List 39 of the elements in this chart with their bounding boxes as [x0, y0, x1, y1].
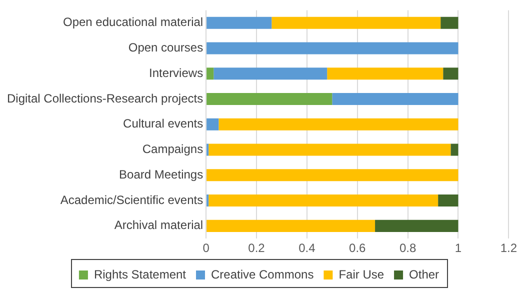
- bar: [206, 169, 458, 182]
- legend-label: Rights Statement: [94, 267, 187, 282]
- bar: [450, 144, 458, 156]
- y-tick-label: Digital Collections-Research projects: [7, 91, 204, 106]
- y-tick-label: Open educational material: [62, 15, 204, 30]
- y-tick-label: Academic/Scientific events: [60, 192, 204, 207]
- legend-label: Other: [409, 267, 440, 282]
- bar: [208, 194, 438, 207]
- bar: [440, 16, 458, 29]
- y-tick-label: Open courses: [128, 40, 204, 55]
- y-tick-label: Campaigns: [142, 142, 204, 156]
- bar: [218, 118, 458, 130]
- y-tick-label: Archival material: [114, 218, 204, 232]
- bar: [327, 68, 444, 80]
- bar: [206, 68, 214, 80]
- bar: [206, 16, 272, 29]
- x-tick-label: 0.2: [248, 241, 266, 256]
- bar: [214, 68, 328, 80]
- bar: [438, 194, 458, 207]
- x-tick-label: 0: [202, 241, 210, 256]
- y-tick-label: Cultural events: [123, 116, 204, 131]
- bar: [332, 92, 458, 106]
- x-tick-label: 0.6: [349, 241, 366, 256]
- bar: [375, 220, 458, 232]
- y-tick-label: Interviews: [149, 66, 204, 80]
- bar: [206, 42, 458, 54]
- x-tick-label: 0.4: [298, 241, 316, 256]
- y-tick-label: Board Meetings: [119, 167, 204, 182]
- x-tick-label: 1.2: [500, 241, 518, 256]
- legend-label: Fair Use: [338, 267, 384, 282]
- x-tick-label: 0.8: [399, 241, 416, 256]
- legend-label: Creative Commons: [211, 267, 314, 282]
- bar: [206, 220, 376, 232]
- bar: [206, 118, 219, 130]
- bar: [272, 16, 441, 29]
- bar: [208, 144, 451, 156]
- bar: [206, 92, 332, 106]
- x-tick-label: 1: [454, 241, 462, 256]
- bar: [443, 68, 458, 80]
